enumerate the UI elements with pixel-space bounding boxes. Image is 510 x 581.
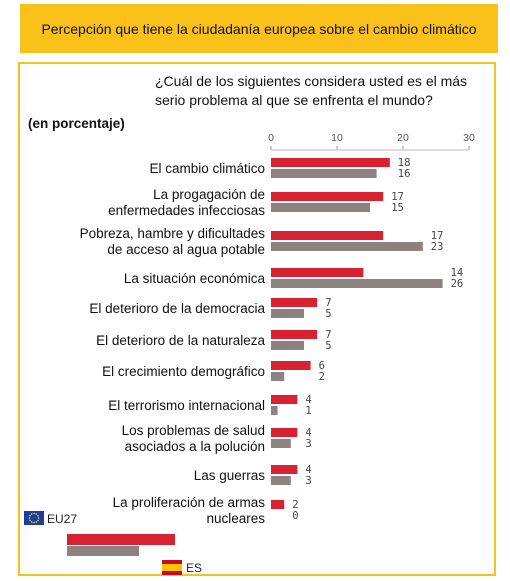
eu-flag-star xyxy=(30,513,33,515)
bar-eu27 xyxy=(271,428,298,437)
value-label-es: 2 xyxy=(319,371,325,383)
eu-flag-star xyxy=(29,519,31,522)
bar-es xyxy=(271,406,278,415)
bar-eu27 xyxy=(271,465,298,474)
x-tick-label: 20 xyxy=(397,132,409,144)
value-label-es: 5 xyxy=(325,340,331,352)
legend-bar-eu27 xyxy=(67,534,175,545)
bar-eu27 xyxy=(271,268,364,277)
bar-eu27 xyxy=(271,231,384,240)
category-label: La proliferación de armas xyxy=(113,495,266,510)
category-label: enfermedades infecciosas xyxy=(108,203,265,218)
x-tick-label: 30 xyxy=(463,132,475,144)
category-label: El terrorismo internacional xyxy=(108,398,265,413)
bar-es xyxy=(271,341,304,350)
bar-eu27 xyxy=(271,192,384,201)
bar-es xyxy=(271,372,285,381)
bar-es xyxy=(271,439,291,448)
value-label-eu27: 14 xyxy=(451,267,464,279)
spain-flag-stripe xyxy=(162,560,182,564)
value-label-eu27: 4 xyxy=(305,394,311,406)
eu-flag-star xyxy=(33,512,35,515)
bar-eu27 xyxy=(271,298,318,307)
category-label: El crecimiento demográfico xyxy=(102,364,265,379)
category-label: nucleares xyxy=(206,511,265,526)
x-tick-label: 0 xyxy=(268,132,274,144)
category-label: asociados a la polución xyxy=(125,439,265,454)
value-label-eu27: 17 xyxy=(391,191,404,203)
bar-es xyxy=(271,476,291,485)
category-label: El deterioro de la democracia xyxy=(89,301,265,316)
banner-title-text: Percepción que tiene la ciudadanía europ… xyxy=(41,20,477,37)
value-label-es: 3 xyxy=(305,475,311,487)
value-label-es: 1 xyxy=(305,405,311,417)
value-label-es: 16 xyxy=(398,168,411,180)
category-label: El deterioro de la naturaleza xyxy=(96,333,265,348)
eu-flag-star xyxy=(29,514,31,517)
bar-es xyxy=(271,169,377,178)
eu-flag-star xyxy=(35,513,38,515)
legend-label-es: ES xyxy=(186,561,202,575)
value-label-es: 0 xyxy=(292,510,298,522)
legend-label-eu27: EU27 xyxy=(47,512,77,526)
bar-eu27 xyxy=(271,361,311,370)
eu-flag-star xyxy=(37,519,39,522)
value-label-eu27: 18 xyxy=(398,157,411,169)
bar-es xyxy=(271,242,423,251)
spain-flag-stripe xyxy=(162,571,182,575)
category-label: La progagación de xyxy=(153,187,265,202)
value-label-eu27: 7 xyxy=(325,297,331,309)
value-label-eu27: 4 xyxy=(305,464,311,476)
eu-flag-field xyxy=(24,511,44,525)
value-label-eu27: 7 xyxy=(325,329,331,341)
category-label: Los problemas de salud xyxy=(122,423,265,438)
value-label-es: 23 xyxy=(431,241,444,253)
category-label: Las guerras xyxy=(194,468,266,483)
spain-flag-icon xyxy=(162,560,182,575)
unit-label: (en porcentaje) xyxy=(28,116,125,131)
value-label-eu27: 17 xyxy=(431,230,444,242)
eu-flag-star xyxy=(35,521,38,523)
eu-flag-star xyxy=(30,521,33,523)
value-label-es: 15 xyxy=(391,202,404,214)
chart-banner-title: Percepción que tiene la ciudadanía europ… xyxy=(20,4,498,53)
value-label-eu27: 2 xyxy=(292,499,298,511)
question-text: ¿Cuál de los siguientes considera usted … xyxy=(155,73,468,108)
bar-eu27 xyxy=(271,500,285,509)
value-label-eu27: 4 xyxy=(305,427,311,439)
category-label: El cambio climático xyxy=(149,161,265,176)
bar-eu27 xyxy=(271,330,318,339)
value-label-es: 5 xyxy=(325,308,331,320)
eu-flag-star xyxy=(37,517,40,519)
bar-es xyxy=(271,279,443,288)
bar-es xyxy=(271,203,370,212)
value-label-eu27: 6 xyxy=(319,360,325,372)
legend-bar-es xyxy=(67,546,139,556)
eu-flag-star xyxy=(33,521,35,524)
eu-flag-star xyxy=(37,514,39,517)
category-label: de acceso al agua potable xyxy=(107,242,265,257)
spain-flag-stripe xyxy=(162,564,182,571)
value-label-es: 26 xyxy=(451,278,464,290)
eu-flag-icon xyxy=(24,511,44,525)
bar-es xyxy=(271,309,304,318)
bar-eu27 xyxy=(271,158,390,167)
value-label-es: 3 xyxy=(305,438,311,450)
category-label: La situación económica xyxy=(124,271,266,286)
bar-eu27 xyxy=(271,395,298,404)
chart-frame xyxy=(18,62,496,576)
eu-flag-star xyxy=(28,517,31,519)
category-label: Pobreza, hambre y dificultades xyxy=(80,226,266,241)
x-tick-label: 10 xyxy=(331,132,343,144)
